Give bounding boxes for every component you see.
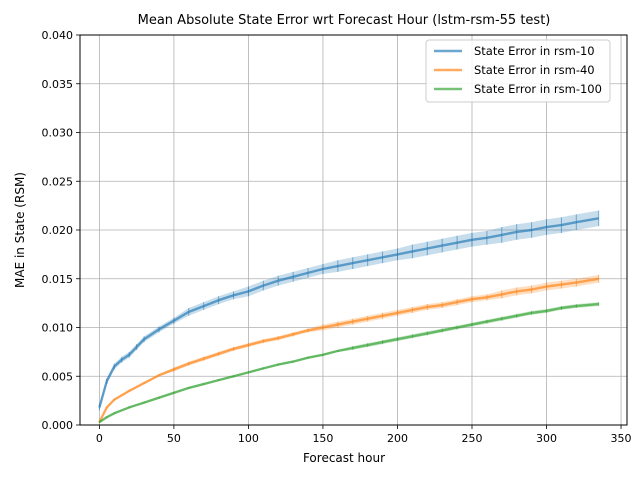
legend-label: State Error in rsm-10: [474, 44, 595, 58]
error-band: [99, 274, 599, 424]
y-tick-label: 0.000: [42, 419, 74, 432]
legend-label: State Error in rsm-100: [474, 82, 602, 96]
legend-label: State Error in rsm-40: [474, 63, 595, 77]
series-1: [98, 210, 600, 411]
legend-box: [425, 39, 611, 103]
x-tick-label: 100: [238, 432, 259, 445]
x-tick-label: 200: [387, 432, 408, 445]
y-tick-label: 0.040: [42, 29, 74, 42]
x-tick-label: 250: [461, 432, 482, 445]
x-tick-label: 300: [536, 432, 557, 445]
y-tick-label: 0.030: [42, 127, 74, 140]
x-tick-label: 0: [96, 432, 103, 445]
error-band: [99, 210, 599, 411]
x-axis-label: Forecast hour: [303, 451, 385, 465]
y-tick-label: 0.020: [42, 224, 74, 237]
x-axis: 0 50 100 150 200 250 300 350: [96, 425, 632, 445]
x-tick-label: 150: [312, 432, 333, 445]
series-line: [98, 217, 599, 408]
series-line: [98, 302, 599, 424]
x-tick-label: 50: [167, 432, 181, 445]
y-axis: 0.000 0.005 0.010 0.015 0.020 0.025 0.030 0.035…: [42, 29, 80, 432]
x-tick-label: 350: [611, 432, 632, 445]
series-2: [98, 274, 600, 424]
y-axis-label: MAE in State (RSM): [13, 172, 27, 288]
y-tick-label: 0.015: [42, 273, 74, 286]
series-3: [98, 302, 600, 424]
plot-area: [98, 210, 600, 424]
y-tick-label: 0.035: [42, 78, 74, 91]
y-tick-label: 0.010: [42, 322, 74, 335]
y-tick-label: 0.005: [42, 370, 74, 383]
y-tick-label: 0.025: [42, 175, 74, 188]
chart-title: Mean Absolute State Error wrt Forecast H…: [138, 13, 551, 28]
legend: State Error in rsm-10 State Error in rsm-…: [425, 39, 611, 103]
series-line: [98, 277, 599, 423]
